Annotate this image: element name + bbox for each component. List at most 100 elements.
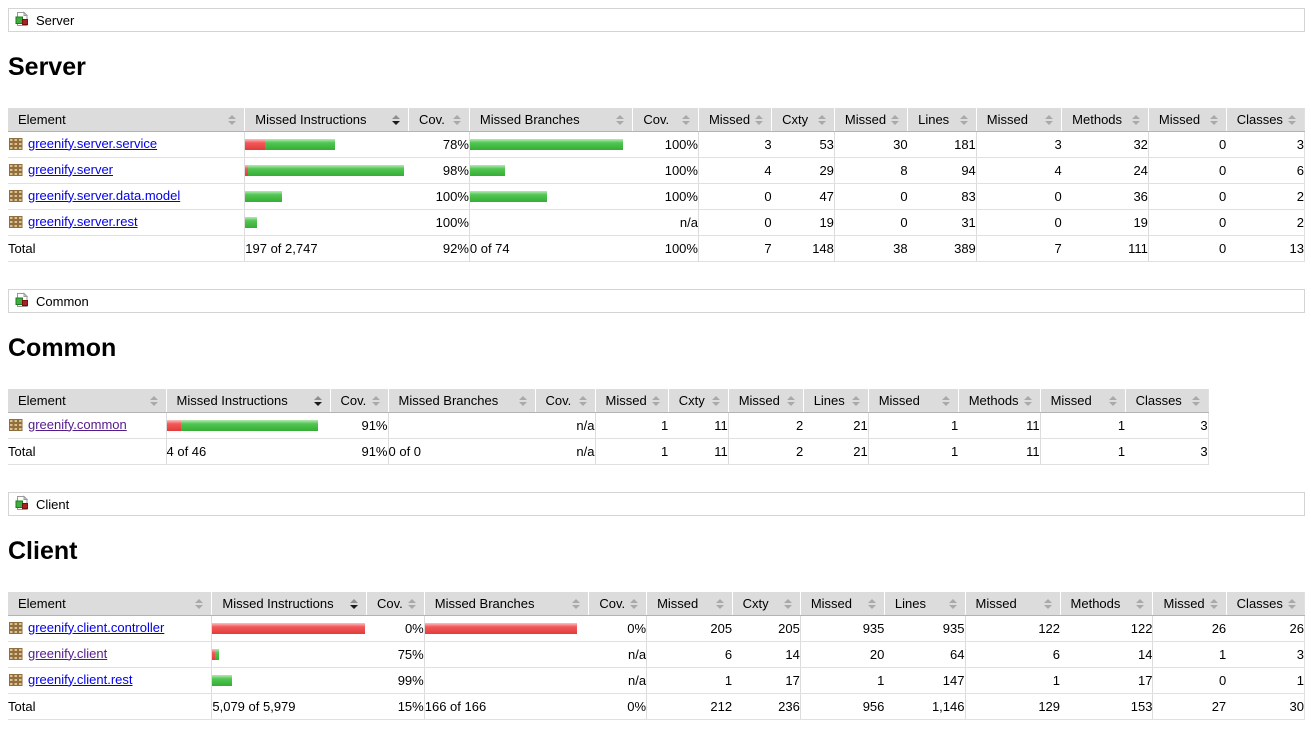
column-header-label: Cov. xyxy=(599,596,626,611)
column-header-label: Missed xyxy=(738,393,780,408)
column-header-element[interactable]: Element xyxy=(8,592,212,616)
column-header-lines[interactable]: Lines xyxy=(802,389,869,413)
column-header-classes[interactable]: Classes xyxy=(1225,592,1305,616)
column-header-element[interactable]: Element xyxy=(8,108,245,132)
column-header-label: Cxty xyxy=(782,112,809,127)
total-metric-value: 13 xyxy=(1226,235,1305,262)
breadcrumb-label: Server xyxy=(36,12,75,28)
column-header-label: Classes xyxy=(1236,596,1283,611)
total-metric-value: 1 xyxy=(867,438,959,465)
package-link[interactable]: greenify.client.controller xyxy=(28,619,165,635)
column-header-missed-branches[interactable]: Missed Branches xyxy=(387,389,535,413)
column-header-cov-[interactable]: Cov. xyxy=(534,389,595,413)
total-metric-value: 0 xyxy=(1147,235,1227,262)
sort-icon xyxy=(149,395,158,406)
sort-icon xyxy=(407,598,416,609)
column-header-label: Methods xyxy=(1070,596,1121,611)
sort-icon xyxy=(1108,395,1117,406)
column-header-missed[interactable]: Missed xyxy=(833,108,908,132)
metric-value: 0 xyxy=(833,209,908,236)
column-header-cxty[interactable]: Cxty xyxy=(667,389,729,413)
sort-icon xyxy=(228,114,237,125)
missed-branches-bar xyxy=(387,412,535,439)
package-link[interactable]: greenify.client xyxy=(28,645,108,661)
package-icon xyxy=(8,620,23,638)
missed-bar-segment xyxy=(425,623,577,634)
package-link[interactable]: greenify.server xyxy=(28,161,114,177)
column-header-cov-[interactable]: Cov. xyxy=(329,389,388,413)
sort-icon xyxy=(651,395,660,406)
sort-icon xyxy=(959,114,968,125)
column-header-missed[interactable]: Missed xyxy=(799,592,885,616)
package-link[interactable]: greenify.server.service xyxy=(28,135,158,151)
table-row: greenify.server.service 78% 100% 3 53 30 181 3 3… xyxy=(8,131,1305,158)
metric-value: 19 xyxy=(1061,209,1149,236)
column-header-lines[interactable]: Lines xyxy=(907,108,977,132)
metric-value: 94 xyxy=(907,157,977,184)
package-link[interactable]: greenify.common xyxy=(28,416,127,432)
metric-value: 0 xyxy=(697,183,772,210)
sort-icon xyxy=(681,114,690,125)
coverage-percent: 78% xyxy=(408,131,470,158)
column-header-missed[interactable]: Missed xyxy=(964,592,1061,616)
package-icon xyxy=(8,136,23,154)
column-header-methods[interactable]: Methods xyxy=(957,389,1041,413)
column-header-missed-branches[interactable]: Missed Branches xyxy=(423,592,589,616)
coverage-percent: n/a xyxy=(632,209,699,236)
metric-value: 0 xyxy=(1147,183,1227,210)
column-header-cov-[interactable]: Cov. xyxy=(408,108,470,132)
breadcrumb-label: Client xyxy=(36,496,70,512)
column-header-missed[interactable]: Missed xyxy=(1147,108,1227,132)
column-header-cov-[interactable]: Cov. xyxy=(632,108,699,132)
column-header-missed[interactable]: Missed xyxy=(594,389,669,413)
column-header-classes[interactable]: Classes xyxy=(1225,108,1305,132)
column-header-label: Lines xyxy=(813,393,845,408)
column-header-label: Lines xyxy=(918,112,950,127)
column-header-label: Methods xyxy=(968,393,1019,408)
column-header-cov-[interactable]: Cov. xyxy=(365,592,425,616)
total-metric-value: 2 xyxy=(727,438,804,465)
column-header-methods[interactable]: Methods xyxy=(1061,108,1149,132)
sort-icon xyxy=(371,395,380,406)
total-metric-value: 1 xyxy=(594,438,669,465)
column-header-missed-instructions[interactable]: Missed Instructions xyxy=(165,389,330,413)
metric-value: 1 xyxy=(594,412,669,439)
sort-icon xyxy=(711,395,720,406)
sort-icon xyxy=(616,114,625,125)
metric-value: 4 xyxy=(975,157,1062,184)
column-header-cxty[interactable]: Cxty xyxy=(731,592,801,616)
column-header-missed[interactable]: Missed xyxy=(975,108,1062,132)
column-header-methods[interactable]: Methods xyxy=(1059,592,1153,616)
column-header-missed[interactable]: Missed xyxy=(727,389,804,413)
metric-value: 2 xyxy=(1226,183,1305,210)
coverage-percent: 100% xyxy=(408,209,470,236)
column-header-missed[interactable]: Missed xyxy=(1152,592,1227,616)
column-header-label: Cxty xyxy=(678,393,705,408)
column-header-classes[interactable]: Classes xyxy=(1124,389,1209,413)
metric-value: 26 xyxy=(1226,615,1305,642)
column-header-missed-instructions[interactable]: Missed Instructions xyxy=(244,108,409,132)
column-header-missed[interactable]: Missed xyxy=(1039,389,1126,413)
package-icon xyxy=(8,214,23,232)
sort-icon xyxy=(313,395,322,406)
missed-bar-segment xyxy=(245,165,249,176)
column-header-element[interactable]: Element xyxy=(8,389,166,413)
metric-value: 11 xyxy=(958,412,1041,439)
column-header-missed-instructions[interactable]: Missed Instructions xyxy=(211,592,367,616)
column-header-cxty[interactable]: Cxty xyxy=(771,108,835,132)
column-header-lines[interactable]: Lines xyxy=(883,592,965,616)
sort-icon xyxy=(1023,395,1032,406)
package-link[interactable]: greenify.server.data.model xyxy=(28,187,181,203)
package-link[interactable]: greenify.server.rest xyxy=(28,213,138,229)
column-header-cov-[interactable]: Cov. xyxy=(588,592,647,616)
total-label: Total xyxy=(8,438,166,465)
total-missed-branches: 0 of 0 xyxy=(387,438,535,465)
package-link[interactable]: greenify.client.rest xyxy=(28,671,133,687)
missed-bar-segment xyxy=(212,649,216,660)
column-header-missed-branches[interactable]: Missed Branches xyxy=(468,108,633,132)
column-header-missed[interactable]: Missed xyxy=(867,389,959,413)
metric-value: 1 xyxy=(964,667,1061,694)
column-header-missed[interactable]: Missed xyxy=(646,592,733,616)
coverage-percent: 98% xyxy=(408,157,470,184)
column-header-missed[interactable]: Missed xyxy=(697,108,772,132)
